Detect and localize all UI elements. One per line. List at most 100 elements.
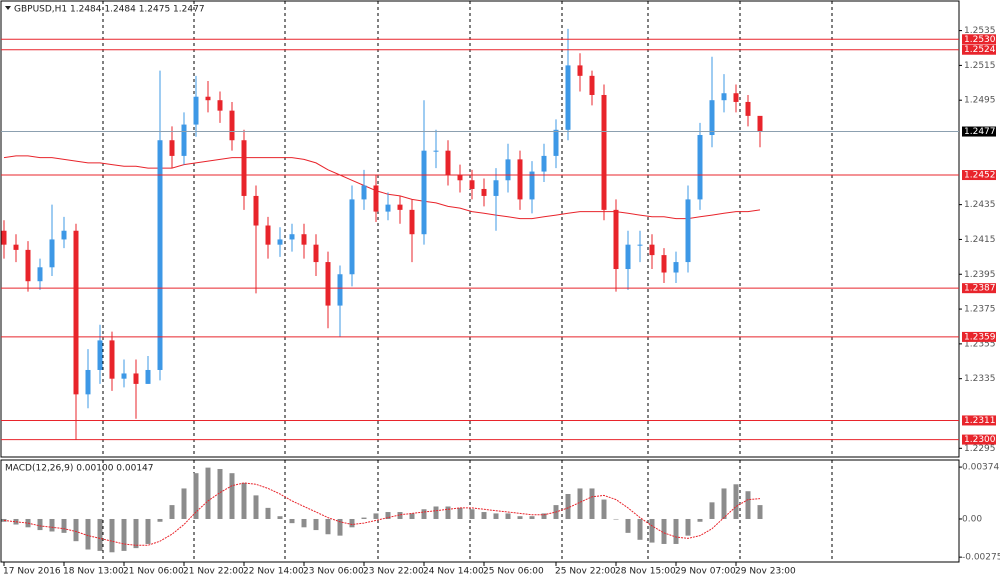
candle-body bbox=[433, 150, 439, 152]
candle-body bbox=[421, 150, 427, 235]
candle-body bbox=[721, 93, 727, 101]
macd-bar bbox=[325, 518, 331, 535]
macd-bar bbox=[745, 491, 751, 519]
x-tick-label: 23 Nov 22:00 bbox=[363, 567, 424, 577]
candle-body bbox=[193, 96, 199, 125]
candle-body bbox=[337, 274, 343, 306]
x-tick-label: 28 Nov 15:00 bbox=[615, 567, 676, 577]
candle-body bbox=[625, 244, 631, 270]
price-panel bbox=[0, 0, 960, 458]
y-tick-label: 0.00 bbox=[962, 514, 982, 524]
candle-body bbox=[229, 110, 235, 141]
macd-bar bbox=[97, 518, 103, 551]
macd-bar bbox=[61, 518, 67, 533]
y-tick-label: 1.2515 bbox=[964, 61, 996, 71]
x-tick-label: 17 Nov 2016 bbox=[3, 567, 61, 577]
candle-body bbox=[277, 239, 283, 245]
macd-bar bbox=[733, 484, 739, 519]
macd-bar bbox=[337, 518, 343, 536]
candle-body bbox=[181, 124, 187, 156]
macd-bar bbox=[205, 467, 211, 519]
candle-body bbox=[301, 234, 307, 245]
macd-bar bbox=[241, 482, 247, 519]
candle-body bbox=[457, 175, 463, 181]
y-tick-label: 1.2535 bbox=[964, 26, 996, 36]
x-tick-label: 29 Nov 07:00 bbox=[675, 567, 736, 577]
macd-bar bbox=[1, 518, 7, 522]
candle-body bbox=[697, 135, 703, 200]
macd-bar bbox=[169, 505, 175, 519]
x-tick-label: 21 Nov 06:00 bbox=[123, 567, 184, 577]
x-tick-label: 18 Nov 13:00 bbox=[63, 567, 124, 577]
macd-bar bbox=[85, 518, 91, 550]
macd-panel bbox=[0, 459, 960, 563]
macd-bar bbox=[529, 516, 535, 519]
candle-body bbox=[481, 188, 487, 196]
candle-body bbox=[121, 373, 127, 379]
candle-body bbox=[637, 244, 643, 246]
y-tick-label: 1.2415 bbox=[964, 235, 996, 245]
last-price-tag bbox=[962, 126, 996, 137]
candle-body bbox=[385, 204, 391, 212]
macd-bar bbox=[421, 509, 427, 519]
macd-bar bbox=[625, 518, 631, 533]
level-tag bbox=[962, 34, 996, 45]
candle-body bbox=[529, 171, 535, 200]
macd-bar bbox=[73, 518, 79, 542]
moving-average bbox=[3, 155, 761, 220]
macd-bar bbox=[133, 518, 139, 549]
candle-body bbox=[649, 244, 655, 256]
macd-bar bbox=[193, 473, 199, 519]
macd-bar bbox=[493, 513, 499, 519]
macd-bar bbox=[685, 518, 691, 536]
macd-bar bbox=[481, 512, 487, 519]
level-label: 1.2530 bbox=[964, 35, 996, 45]
macd-bar bbox=[721, 488, 727, 519]
candle-body bbox=[685, 199, 691, 263]
y-tick-label: 1.2495 bbox=[964, 96, 996, 106]
macd-bar bbox=[229, 473, 235, 519]
macd-bar bbox=[757, 505, 763, 519]
candle-body bbox=[217, 100, 223, 111]
candle-body bbox=[733, 93, 739, 102]
y-tick-label: 1.2375 bbox=[964, 305, 996, 315]
macd-bar bbox=[289, 518, 295, 524]
candle-body bbox=[133, 373, 139, 384]
y-tick-label: 1.2335 bbox=[964, 374, 996, 384]
level-label: 1.2452 bbox=[964, 171, 996, 181]
macd-bar bbox=[613, 518, 619, 520]
macd-bar bbox=[385, 512, 391, 519]
chart-title: GBPUSD,H1 bbox=[14, 5, 67, 15]
candle-body bbox=[361, 185, 367, 200]
x-tick-label: 24 Nov 14:00 bbox=[423, 567, 484, 577]
macd-bar bbox=[109, 518, 115, 553]
macd-bar bbox=[49, 518, 55, 532]
macd-bar bbox=[541, 513, 547, 519]
macd-bar bbox=[505, 513, 511, 519]
candle-body bbox=[445, 150, 451, 176]
macd-bar bbox=[349, 518, 355, 528]
macd-bar bbox=[397, 512, 403, 519]
level-tag bbox=[962, 170, 996, 181]
macd-bar bbox=[373, 513, 379, 519]
macd-bar bbox=[661, 518, 667, 544]
candle-body bbox=[349, 199, 355, 275]
candle-body bbox=[145, 369, 151, 384]
signal-line bbox=[3, 482, 761, 546]
level-label: 1.2300 bbox=[964, 435, 996, 445]
x-tick-label: 22 Nov 14:00 bbox=[243, 567, 304, 577]
candle-body bbox=[109, 340, 115, 379]
level-tag bbox=[962, 415, 996, 426]
candle-body bbox=[517, 159, 523, 200]
macd-bar bbox=[313, 518, 319, 531]
macd-bar bbox=[517, 516, 523, 519]
candle-body bbox=[745, 101, 751, 116]
macd-bar bbox=[709, 502, 715, 519]
macd-bar bbox=[445, 506, 451, 519]
macd-title: MACD(12,26,9) 0.00100 0.00147 bbox=[5, 464, 154, 474]
candle-body bbox=[49, 239, 55, 268]
macd-bar bbox=[649, 518, 655, 543]
menu-icon bbox=[5, 6, 11, 10]
